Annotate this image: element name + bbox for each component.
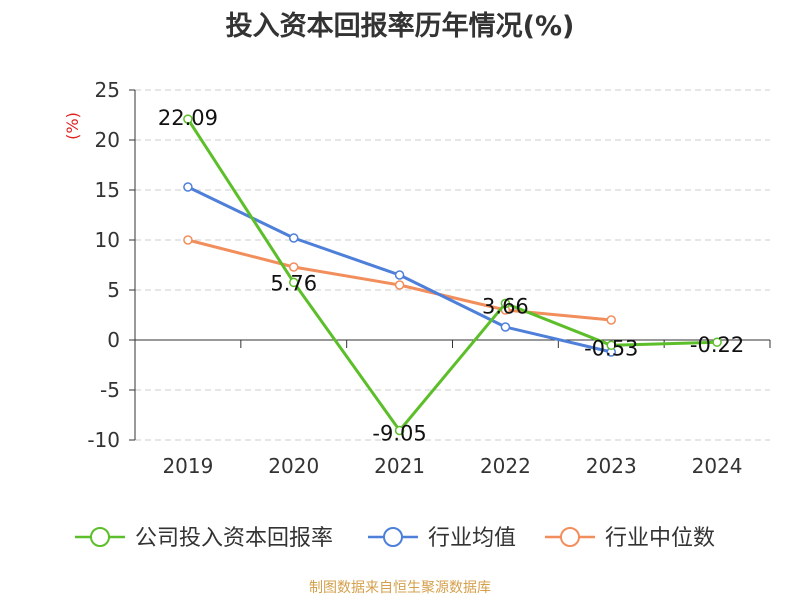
grid-lines: [135, 89, 770, 441]
x-tick-label: 2023: [586, 454, 637, 478]
data-point: [183, 182, 193, 192]
y-tick-label: -5: [100, 378, 120, 402]
y-tick-label: 15: [95, 178, 120, 202]
data-point: [606, 315, 616, 325]
series-line: [187, 238, 612, 322]
legend-marker: [90, 527, 110, 547]
series-line: [186, 118, 718, 432]
data-label: 22.09: [158, 106, 218, 130]
data-point: [394, 270, 405, 280]
data-point: [289, 277, 299, 288]
y-tick-label: 5: [107, 278, 120, 302]
legend: 公司投入资本回报率 行业均值 行业中位数: [75, 526, 715, 551]
legend-label: 行业均值: [428, 526, 516, 551]
y-tick-label: 25: [95, 78, 120, 102]
axes: 25 20 15 10 5 0 -5 -10 (%) 2019 2020 2021 2022 2023 20…: [63, 78, 771, 478]
data-point: [500, 322, 511, 332]
data-point: [606, 340, 616, 351]
y-axis-label: (%): [63, 112, 82, 140]
x-tick-label: 2022: [480, 454, 531, 478]
series-lines: [183, 114, 722, 436]
data-point: [394, 425, 405, 436]
data-point: [712, 337, 722, 347]
y-tick-label: 0: [107, 328, 120, 352]
data-point: [289, 262, 299, 272]
x-tick-label: 2020: [268, 454, 319, 478]
x-tick-label: 2024: [692, 454, 743, 478]
legend-item: 行业均值: [368, 526, 516, 551]
x-tick-label: 2021: [374, 454, 425, 478]
series-line: [187, 185, 612, 354]
data-point: [394, 280, 405, 290]
data-label: 3.66: [482, 294, 529, 318]
data-labels: 22.09 5.76 -9.05 3.66 -0.53 -0.22: [158, 106, 744, 445]
data-point: [500, 298, 511, 309]
x-tick-label: 2019: [162, 454, 213, 478]
data-label: 5.76: [270, 271, 317, 295]
legend-marker: [383, 527, 403, 547]
data-point: [183, 235, 193, 245]
legend-marker: [560, 527, 580, 547]
y-tick-label: 20: [95, 128, 120, 152]
data-point: [183, 114, 193, 124]
y-tick-label: -10: [87, 428, 120, 452]
data-point: [289, 233, 299, 243]
legend-item: 公司投入资本回报率: [75, 526, 333, 551]
data-label: -0.53: [584, 336, 638, 360]
data-label: -0.22: [690, 333, 744, 357]
source-note: 制图数据来自恒生聚源数据库: [309, 580, 491, 596]
data-label: -9.05: [372, 422, 426, 446]
y-tick-label: 10: [95, 228, 120, 252]
legend-label: 公司投入资本回报率: [135, 526, 333, 551]
legend-label: 行业中位数: [605, 526, 715, 551]
chart-title: 投入资本回报率历年情况(%): [225, 11, 575, 42]
legend-item: 行业中位数: [545, 526, 715, 551]
